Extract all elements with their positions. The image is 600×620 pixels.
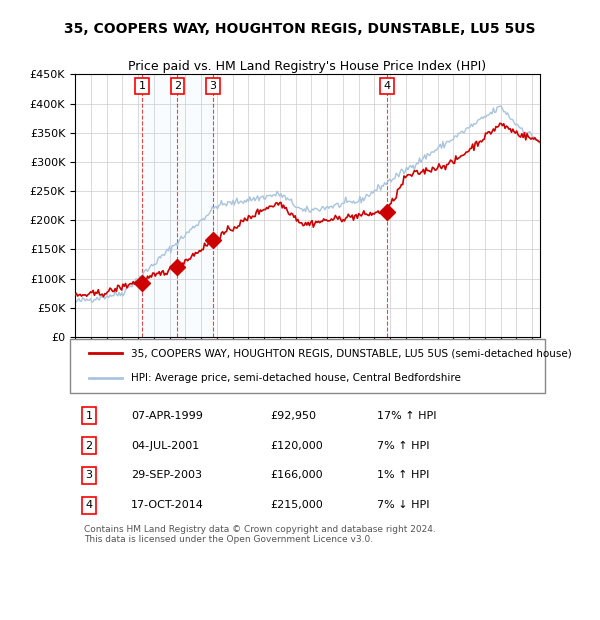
- Text: 2: 2: [85, 441, 92, 451]
- Text: 07-APR-1999: 07-APR-1999: [131, 410, 203, 421]
- Text: 17% ↑ HPI: 17% ↑ HPI: [377, 410, 437, 421]
- Text: 7% ↑ HPI: 7% ↑ HPI: [377, 441, 430, 451]
- Text: 17-OCT-2014: 17-OCT-2014: [131, 500, 203, 510]
- Text: 4: 4: [383, 81, 391, 91]
- Text: £92,950: £92,950: [270, 410, 316, 421]
- Title: Price paid vs. HM Land Registry's House Price Index (HPI): Price paid vs. HM Land Registry's House …: [128, 60, 487, 73]
- Text: 35, COOPERS WAY, HOUGHTON REGIS, DUNSTABLE, LU5 5US: 35, COOPERS WAY, HOUGHTON REGIS, DUNSTAB…: [64, 22, 536, 36]
- FancyBboxPatch shape: [70, 339, 545, 392]
- Text: HPI: Average price, semi-detached house, Central Bedfordshire: HPI: Average price, semi-detached house,…: [131, 373, 461, 383]
- Text: 1: 1: [139, 81, 146, 91]
- Text: 3: 3: [209, 81, 217, 91]
- Text: Contains HM Land Registry data © Crown copyright and database right 2024.
This d: Contains HM Land Registry data © Crown c…: [84, 525, 436, 544]
- Text: 4: 4: [85, 500, 92, 510]
- Text: 1: 1: [85, 410, 92, 421]
- Bar: [142, 74, 213, 337]
- Text: 3: 3: [85, 471, 92, 480]
- Text: 7% ↓ HPI: 7% ↓ HPI: [377, 500, 430, 510]
- Text: £120,000: £120,000: [270, 441, 323, 451]
- Text: 04-JUL-2001: 04-JUL-2001: [131, 441, 199, 451]
- Text: 35, COOPERS WAY, HOUGHTON REGIS, DUNSTABLE, LU5 5US (semi-detached house): 35, COOPERS WAY, HOUGHTON REGIS, DUNSTAB…: [131, 348, 572, 358]
- Text: £215,000: £215,000: [270, 500, 323, 510]
- Text: £166,000: £166,000: [270, 471, 323, 480]
- Text: 2: 2: [174, 81, 181, 91]
- Text: 29-SEP-2003: 29-SEP-2003: [131, 471, 202, 480]
- Text: 1% ↑ HPI: 1% ↑ HPI: [377, 471, 430, 480]
